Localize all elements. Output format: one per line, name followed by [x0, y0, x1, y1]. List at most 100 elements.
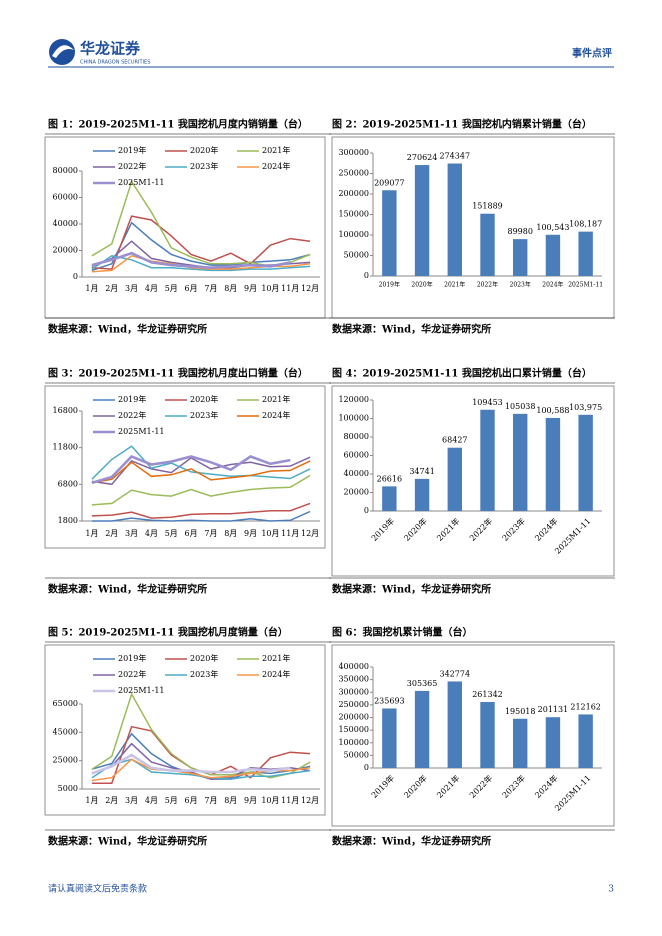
value-label: 68427 [442, 436, 467, 445]
x-tick-label: 2022年 [467, 773, 494, 800]
legend-label: 2021年 [262, 394, 290, 404]
x-tick-label: 9月 [244, 796, 257, 805]
y-tick-label: 0 [364, 763, 369, 772]
x-tick-label: 4月 [145, 284, 158, 293]
bar [382, 708, 397, 768]
y-tick-label: 0 [364, 271, 369, 280]
x-tick-label: 9月 [244, 529, 257, 538]
y-tick-label: 20000 [344, 488, 369, 497]
y-tick-label: 150000 [338, 210, 369, 219]
series-line [91, 251, 291, 270]
x-tick-label: 4月 [145, 796, 158, 805]
legend-label: 2021年 [262, 145, 290, 155]
x-tick-label: 5月 [165, 796, 178, 805]
figure-source: 数据来源：Wind，华龙证券研究所 [48, 323, 207, 336]
x-tick-label: 2023年 [500, 773, 527, 800]
x-tick-label: 2024年 [533, 516, 560, 543]
x-tick-label: 8月 [224, 796, 237, 805]
chart-frame [331, 644, 615, 827]
value-label: 108,187 [569, 220, 602, 229]
y-tick-label: 250000 [338, 169, 369, 178]
x-tick-label: 3月 [125, 796, 138, 805]
series-line [91, 510, 311, 522]
legend-label: 2025M1-11 [118, 686, 165, 695]
value-label: 89980 [507, 227, 532, 236]
y-tick-label: 80000 [53, 166, 78, 175]
value-label: 235693 [374, 696, 405, 705]
x-tick-label: 2月 [105, 796, 118, 805]
x-tick-label: 11月 [281, 796, 299, 805]
legend-label: 2022年 [118, 669, 146, 679]
x-tick-label: 2月 [105, 284, 118, 293]
legend-label: 2020年 [190, 394, 218, 404]
y-tick-label: 11800 [53, 443, 78, 452]
bar [578, 714, 593, 768]
series-line [91, 460, 311, 484]
x-tick-label: 11月 [281, 284, 299, 293]
value-label: 105038 [505, 402, 536, 411]
bar [480, 409, 495, 511]
value-label: 26616 [377, 474, 402, 483]
x-tick-label: 11月 [281, 529, 299, 538]
x-tick-label: 10月 [261, 284, 279, 293]
value-label: 100,543 [536, 223, 569, 232]
x-tick-label: 7月 [204, 796, 217, 805]
bar [513, 718, 528, 768]
x-tick-label: 2019年 [369, 516, 396, 543]
legend-label: 2024年 [262, 161, 290, 171]
bar [578, 231, 593, 276]
y-tick-label: 300000 [338, 148, 369, 157]
x-tick-label: 2023年 [500, 516, 527, 543]
section: 事件点评 [572, 47, 612, 60]
figure-title: 图 2：2019-2025M1-11 我国挖机内销累计销量（台） [332, 118, 592, 131]
x-tick-label: 3月 [125, 529, 138, 538]
value-label: 209077 [374, 178, 405, 187]
x-tick-label: 2021年 [444, 281, 465, 289]
bar [480, 702, 495, 768]
legend-label: 2023年 [190, 410, 218, 420]
figure-title: 图 5：2019-2025M1-11 我国挖机月度销量（台） [48, 626, 288, 639]
y-tick-label: 60000 [344, 451, 369, 460]
x-tick-label: 6月 [185, 796, 198, 805]
y-tick-label: 100000 [338, 738, 369, 747]
legend-label: 2022年 [118, 161, 146, 171]
bar [513, 413, 528, 511]
value-label: 274347 [440, 152, 471, 161]
legend-label: 2019年 [118, 394, 146, 404]
figure-title: 图 4：2019-2025M1-11 我国挖机出口累计销量（台） [332, 367, 592, 380]
y-tick-label: 40000 [344, 469, 369, 478]
series-line [91, 454, 291, 485]
chart-frame [44, 644, 326, 816]
x-tick-label: 2025M1-11 [568, 282, 603, 289]
bar [480, 213, 495, 276]
y-tick-label: 200000 [338, 189, 369, 198]
y-tick-label: 350000 [338, 675, 369, 684]
value-label: 201131 [538, 705, 569, 714]
x-tick-label: 7月 [204, 284, 217, 293]
x-tick-label: 3月 [125, 284, 138, 293]
x-tick-label: 8月 [224, 284, 237, 293]
x-tick-label: 2月 [105, 529, 118, 538]
y-tick-label: 100000 [338, 414, 369, 423]
y-tick-label: 65000 [53, 699, 78, 708]
figure-source: 数据来源：Wind，华龙证券研究所 [332, 323, 491, 336]
legend-label: 2023年 [190, 161, 218, 171]
legend-label: 2024年 [262, 669, 290, 679]
x-tick-label: 2024年 [533, 773, 560, 800]
figure-source: 数据来源：Wind，华龙证券研究所 [332, 835, 491, 848]
y-tick-label: 150000 [338, 725, 369, 734]
value-label: 109453 [472, 398, 503, 407]
x-tick-label: 2021年 [434, 773, 461, 800]
figure-source: 数据来源：Wind，华龙证券研究所 [48, 835, 207, 848]
x-tick-label: 12月 [301, 796, 319, 805]
value-label: 212162 [570, 702, 601, 711]
y-tick-label: 50000 [344, 750, 369, 759]
figure-title: 图 3：2019-2025M1-11 我国挖机月度出口销量（台） [48, 367, 308, 380]
y-tick-label: 60000 [53, 193, 78, 202]
x-tick-label: 2024年 [542, 281, 563, 289]
bar [414, 478, 430, 511]
y-tick-label: 0 [364, 506, 369, 515]
y-tick-label: 200000 [338, 713, 369, 722]
legend-label: 2024年 [262, 410, 290, 420]
